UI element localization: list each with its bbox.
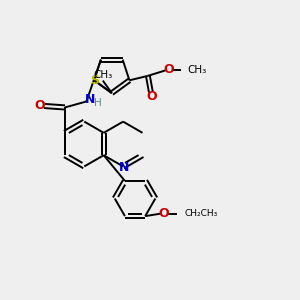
- Text: O: O: [164, 63, 174, 76]
- Text: S: S: [90, 74, 99, 87]
- Text: N: N: [85, 94, 95, 106]
- Text: O: O: [158, 207, 169, 220]
- Text: O: O: [35, 100, 45, 112]
- Text: N: N: [118, 161, 129, 174]
- Text: CH₃: CH₃: [94, 70, 113, 80]
- Text: CH₂CH₃: CH₂CH₃: [185, 209, 218, 218]
- Text: O: O: [146, 90, 157, 103]
- Text: CH₃: CH₃: [187, 65, 207, 76]
- Text: H: H: [94, 98, 102, 108]
